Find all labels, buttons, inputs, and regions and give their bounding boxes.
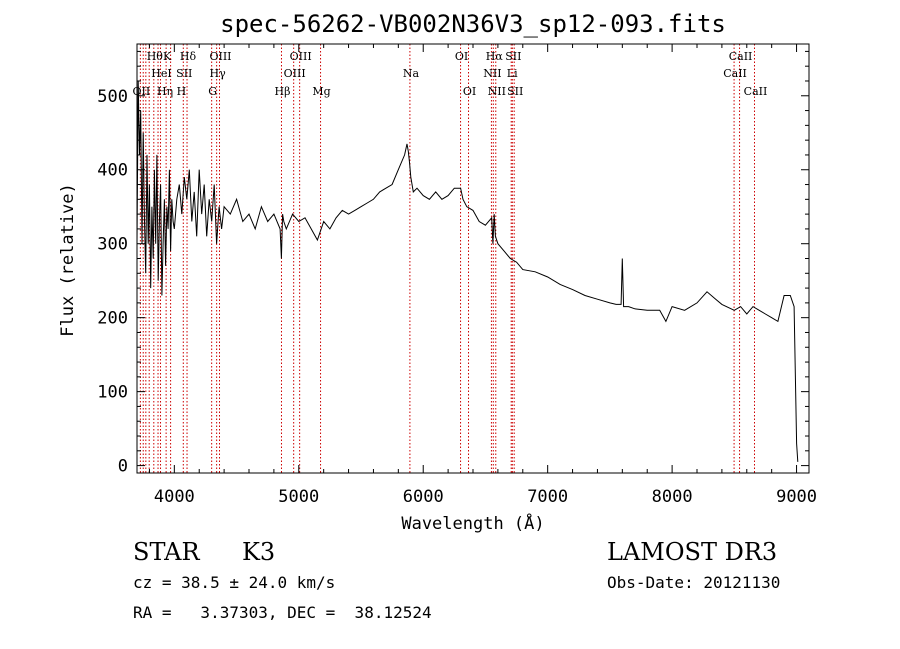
line-label-14: Hβ [275,85,291,98]
line-label-29: CaII [744,85,768,98]
line-label-22: Hα [486,50,504,63]
line-label-11: G [208,85,217,98]
y-axis-label: Flux (relative) [58,183,78,337]
y-tick-label-1: 100 [97,383,128,403]
line-label-26: SII [507,85,523,98]
x-tick-label-1: 5000 [278,487,319,507]
line-label-19: OI [455,50,468,63]
object-class: STAR [133,538,200,566]
x-tick-label-3: 7000 [527,487,568,507]
redshift-cz: cz = 38.5 ± 24.0 km/s [133,573,336,592]
line-label-15: OIII [284,67,306,80]
line-label-9: SII [176,67,192,80]
line-label-23: NII [488,85,506,98]
x-tick-label-2: 6000 [403,487,444,507]
line-label-21: NII [483,67,501,80]
line-label-16: OIII [290,50,312,63]
line-label-12: Hγ [210,67,227,80]
line-label-13: OIII [209,50,231,63]
spectral-line-markers [139,44,755,473]
spectrum-line [136,80,799,462]
line-label-27: CaII [723,67,747,80]
line-label-17: Mg [312,85,330,98]
y-tick-label-0: 0 [118,457,128,477]
plot-frame [136,43,810,474]
line-label-10: Hδ [180,50,197,63]
line-label-28: CaII [729,50,753,63]
line-label-25: SII [505,50,521,63]
line-label-6: HeI [151,67,171,80]
line-label-24: Li [507,67,518,80]
x-axis: 4000 5000 6000 7000 8000 9000 [148,44,817,507]
line-label-4: Hθ [147,50,164,63]
chart-title: spec-56262-VB002N36V3_sp12-093.fits [220,10,726,38]
x-tick-label-5: 9000 [776,487,817,507]
line-label-18: Na [403,67,420,80]
y-axis: 0 100 200 300 400 500 [97,50,809,477]
x-axis-label: Wavelength (Å) [401,512,544,534]
object-subclass: K3 [242,538,276,566]
observation-date: Obs-Date: 20121130 [607,573,781,592]
line-label-7: K [163,50,172,63]
y-tick-label-4: 400 [97,161,128,181]
y-tick-label-5: 500 [97,87,128,107]
x-tick-label-4: 8000 [652,487,693,507]
y-tick-label-3: 300 [97,235,128,255]
line-label-20: OI [463,85,476,98]
x-tick-label-0: 4000 [154,487,195,507]
ra-dec-coordinates: RA = 3.37303, DEC = 38.12524 [133,603,432,622]
survey-name: LAMOST DR3 [607,538,778,566]
y-tick-label-2: 200 [97,309,128,329]
line-label-8: Hη H [157,85,186,98]
